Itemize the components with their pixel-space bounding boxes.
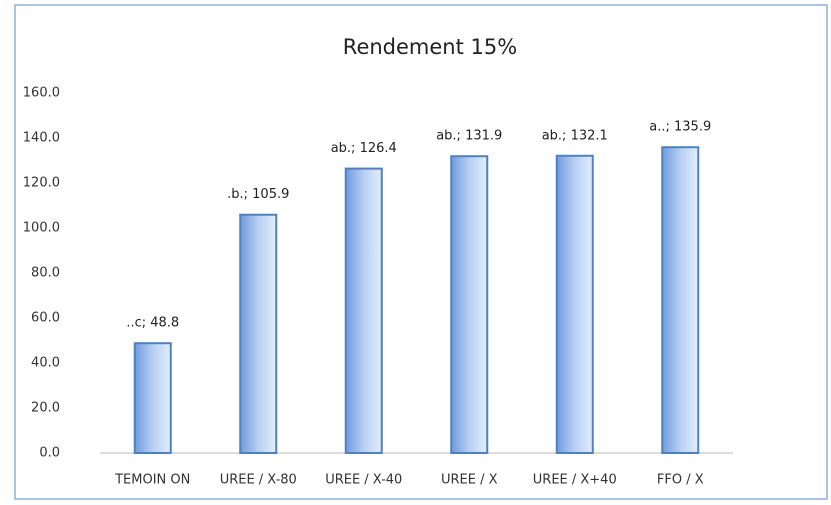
bar [555,154,594,454]
x-tick-label: FFO / X [657,473,704,488]
y-tick-label: 100.0 [23,221,60,236]
value-label: a..; 135.9 [649,120,711,135]
y-tick-label: 120.0 [23,176,60,191]
value-label: ab.; 126.4 [331,141,397,156]
x-tick-label: UREE / X+40 [533,473,617,488]
value-label: ..c; 48.8 [126,316,179,331]
bar [239,213,278,454]
bar [344,167,383,454]
y-tick-label: 140.0 [23,131,60,146]
y-tick-label: 0.0 [39,446,60,461]
bar [133,342,172,455]
bar [450,155,489,454]
x-tick-label: UREE / X-80 [220,473,297,488]
y-tick-label: 60.0 [31,311,60,326]
value-label: ab.; 131.9 [436,129,502,144]
x-tick-label: UREE / X [441,473,498,488]
y-tick-label: 20.0 [31,401,60,416]
value-label: .b.; 105.9 [227,187,289,202]
x-tick-label: UREE / X-40 [325,473,402,488]
y-tick-label: 40.0 [31,356,60,371]
value-label: ab.; 132.1 [542,128,608,143]
y-tick-label: 160.0 [23,86,60,101]
x-tick-label: TEMOIN ON [114,473,190,488]
chart-title: Rendement 15% [343,35,517,59]
bar [661,146,700,454]
y-tick-label: 80.0 [31,266,60,281]
